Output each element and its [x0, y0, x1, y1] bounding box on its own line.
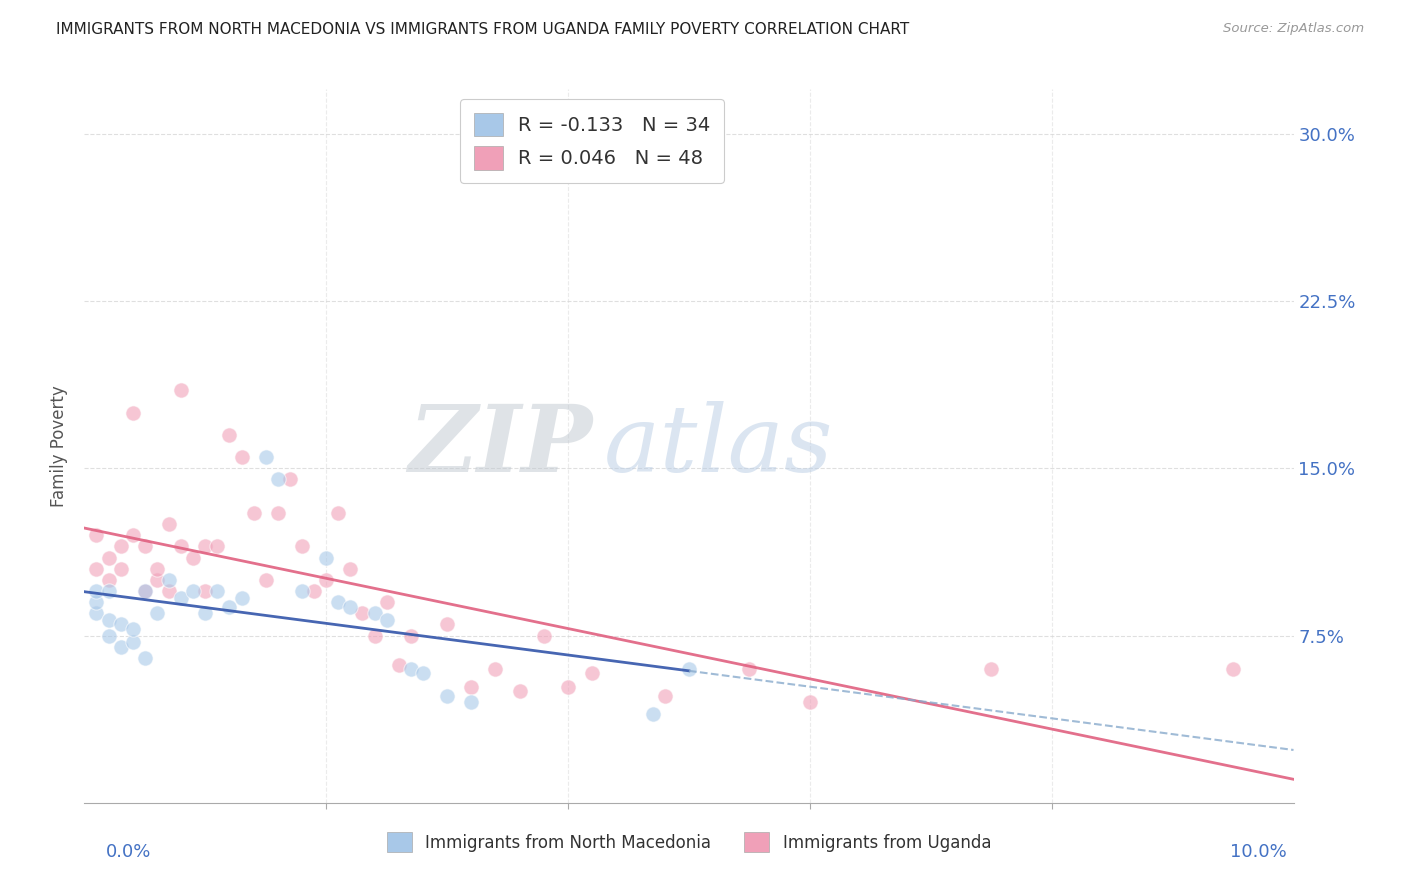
Point [97, 628, 120, 642]
Point [242, 506, 264, 520]
Point [157, 516, 180, 531]
Point [207, 539, 229, 553]
Point [121, 622, 143, 636]
Point [980, 662, 1002, 676]
Point [799, 696, 821, 710]
Point [157, 583, 180, 598]
Point [738, 662, 761, 676]
Point [654, 689, 676, 703]
Point [302, 583, 325, 598]
Text: Source: ZipAtlas.com: Source: ZipAtlas.com [1223, 22, 1364, 36]
Point [315, 550, 337, 565]
Point [399, 628, 422, 642]
Point [339, 599, 361, 614]
Point [352, 607, 374, 621]
Point [110, 539, 132, 553]
Point [86, 583, 108, 598]
Point [110, 562, 132, 576]
Point [146, 607, 169, 621]
Point [97, 613, 120, 627]
Point [460, 696, 482, 710]
Point [412, 666, 434, 681]
Point [339, 562, 361, 576]
Point [231, 591, 253, 605]
Point [134, 539, 156, 553]
Point [399, 662, 422, 676]
Point [218, 599, 240, 614]
Text: 10.0%: 10.0% [1230, 843, 1286, 861]
Point [436, 617, 458, 632]
Point [207, 583, 229, 598]
Point [254, 573, 277, 587]
Point [121, 635, 143, 649]
Point [194, 539, 217, 553]
Point [388, 657, 411, 672]
Point [194, 583, 217, 598]
Text: atlas: atlas [605, 401, 834, 491]
Point [121, 405, 143, 419]
Text: ZIP: ZIP [408, 401, 592, 491]
Point [134, 583, 156, 598]
Point [291, 539, 314, 553]
Point [254, 450, 277, 464]
Point [484, 662, 506, 676]
Point [134, 583, 156, 598]
Point [134, 651, 156, 665]
Point [278, 473, 301, 487]
Point [170, 539, 193, 553]
Point [97, 573, 120, 587]
Point [363, 607, 385, 621]
Point [86, 562, 108, 576]
Point [86, 595, 108, 609]
Point [121, 528, 143, 542]
Point [581, 666, 603, 681]
Point [436, 689, 458, 703]
Point [641, 706, 664, 721]
Y-axis label: Family Poverty: Family Poverty [51, 385, 69, 507]
Point [170, 591, 193, 605]
Text: 0.0%: 0.0% [105, 843, 150, 861]
Legend: Immigrants from North Macedonia, Immigrants from Uganda: Immigrants from North Macedonia, Immigra… [377, 822, 1001, 863]
Point [460, 680, 482, 694]
Point [267, 473, 290, 487]
Point [375, 613, 398, 627]
Point [315, 573, 337, 587]
Point [533, 628, 555, 642]
Point [181, 550, 204, 565]
Point [170, 384, 193, 398]
Point [267, 506, 290, 520]
Point [86, 607, 108, 621]
Point [557, 680, 579, 694]
Text: IMMIGRANTS FROM NORTH MACEDONIA VS IMMIGRANTS FROM UGANDA FAMILY POVERTY CORRELA: IMMIGRANTS FROM NORTH MACEDONIA VS IMMIG… [56, 22, 910, 37]
Point [86, 528, 108, 542]
Point [509, 684, 531, 698]
Point [110, 640, 132, 654]
Point [194, 607, 217, 621]
Point [97, 583, 120, 598]
Point [157, 573, 180, 587]
Point [110, 617, 132, 632]
Point [291, 583, 314, 598]
Point [146, 573, 169, 587]
Point [218, 427, 240, 442]
Point [231, 450, 253, 464]
Point [678, 662, 700, 676]
Point [97, 550, 120, 565]
Point [146, 562, 169, 576]
Point [328, 506, 350, 520]
Point [363, 628, 385, 642]
Point [1222, 662, 1244, 676]
Point [328, 595, 350, 609]
Point [375, 595, 398, 609]
Point [181, 583, 204, 598]
